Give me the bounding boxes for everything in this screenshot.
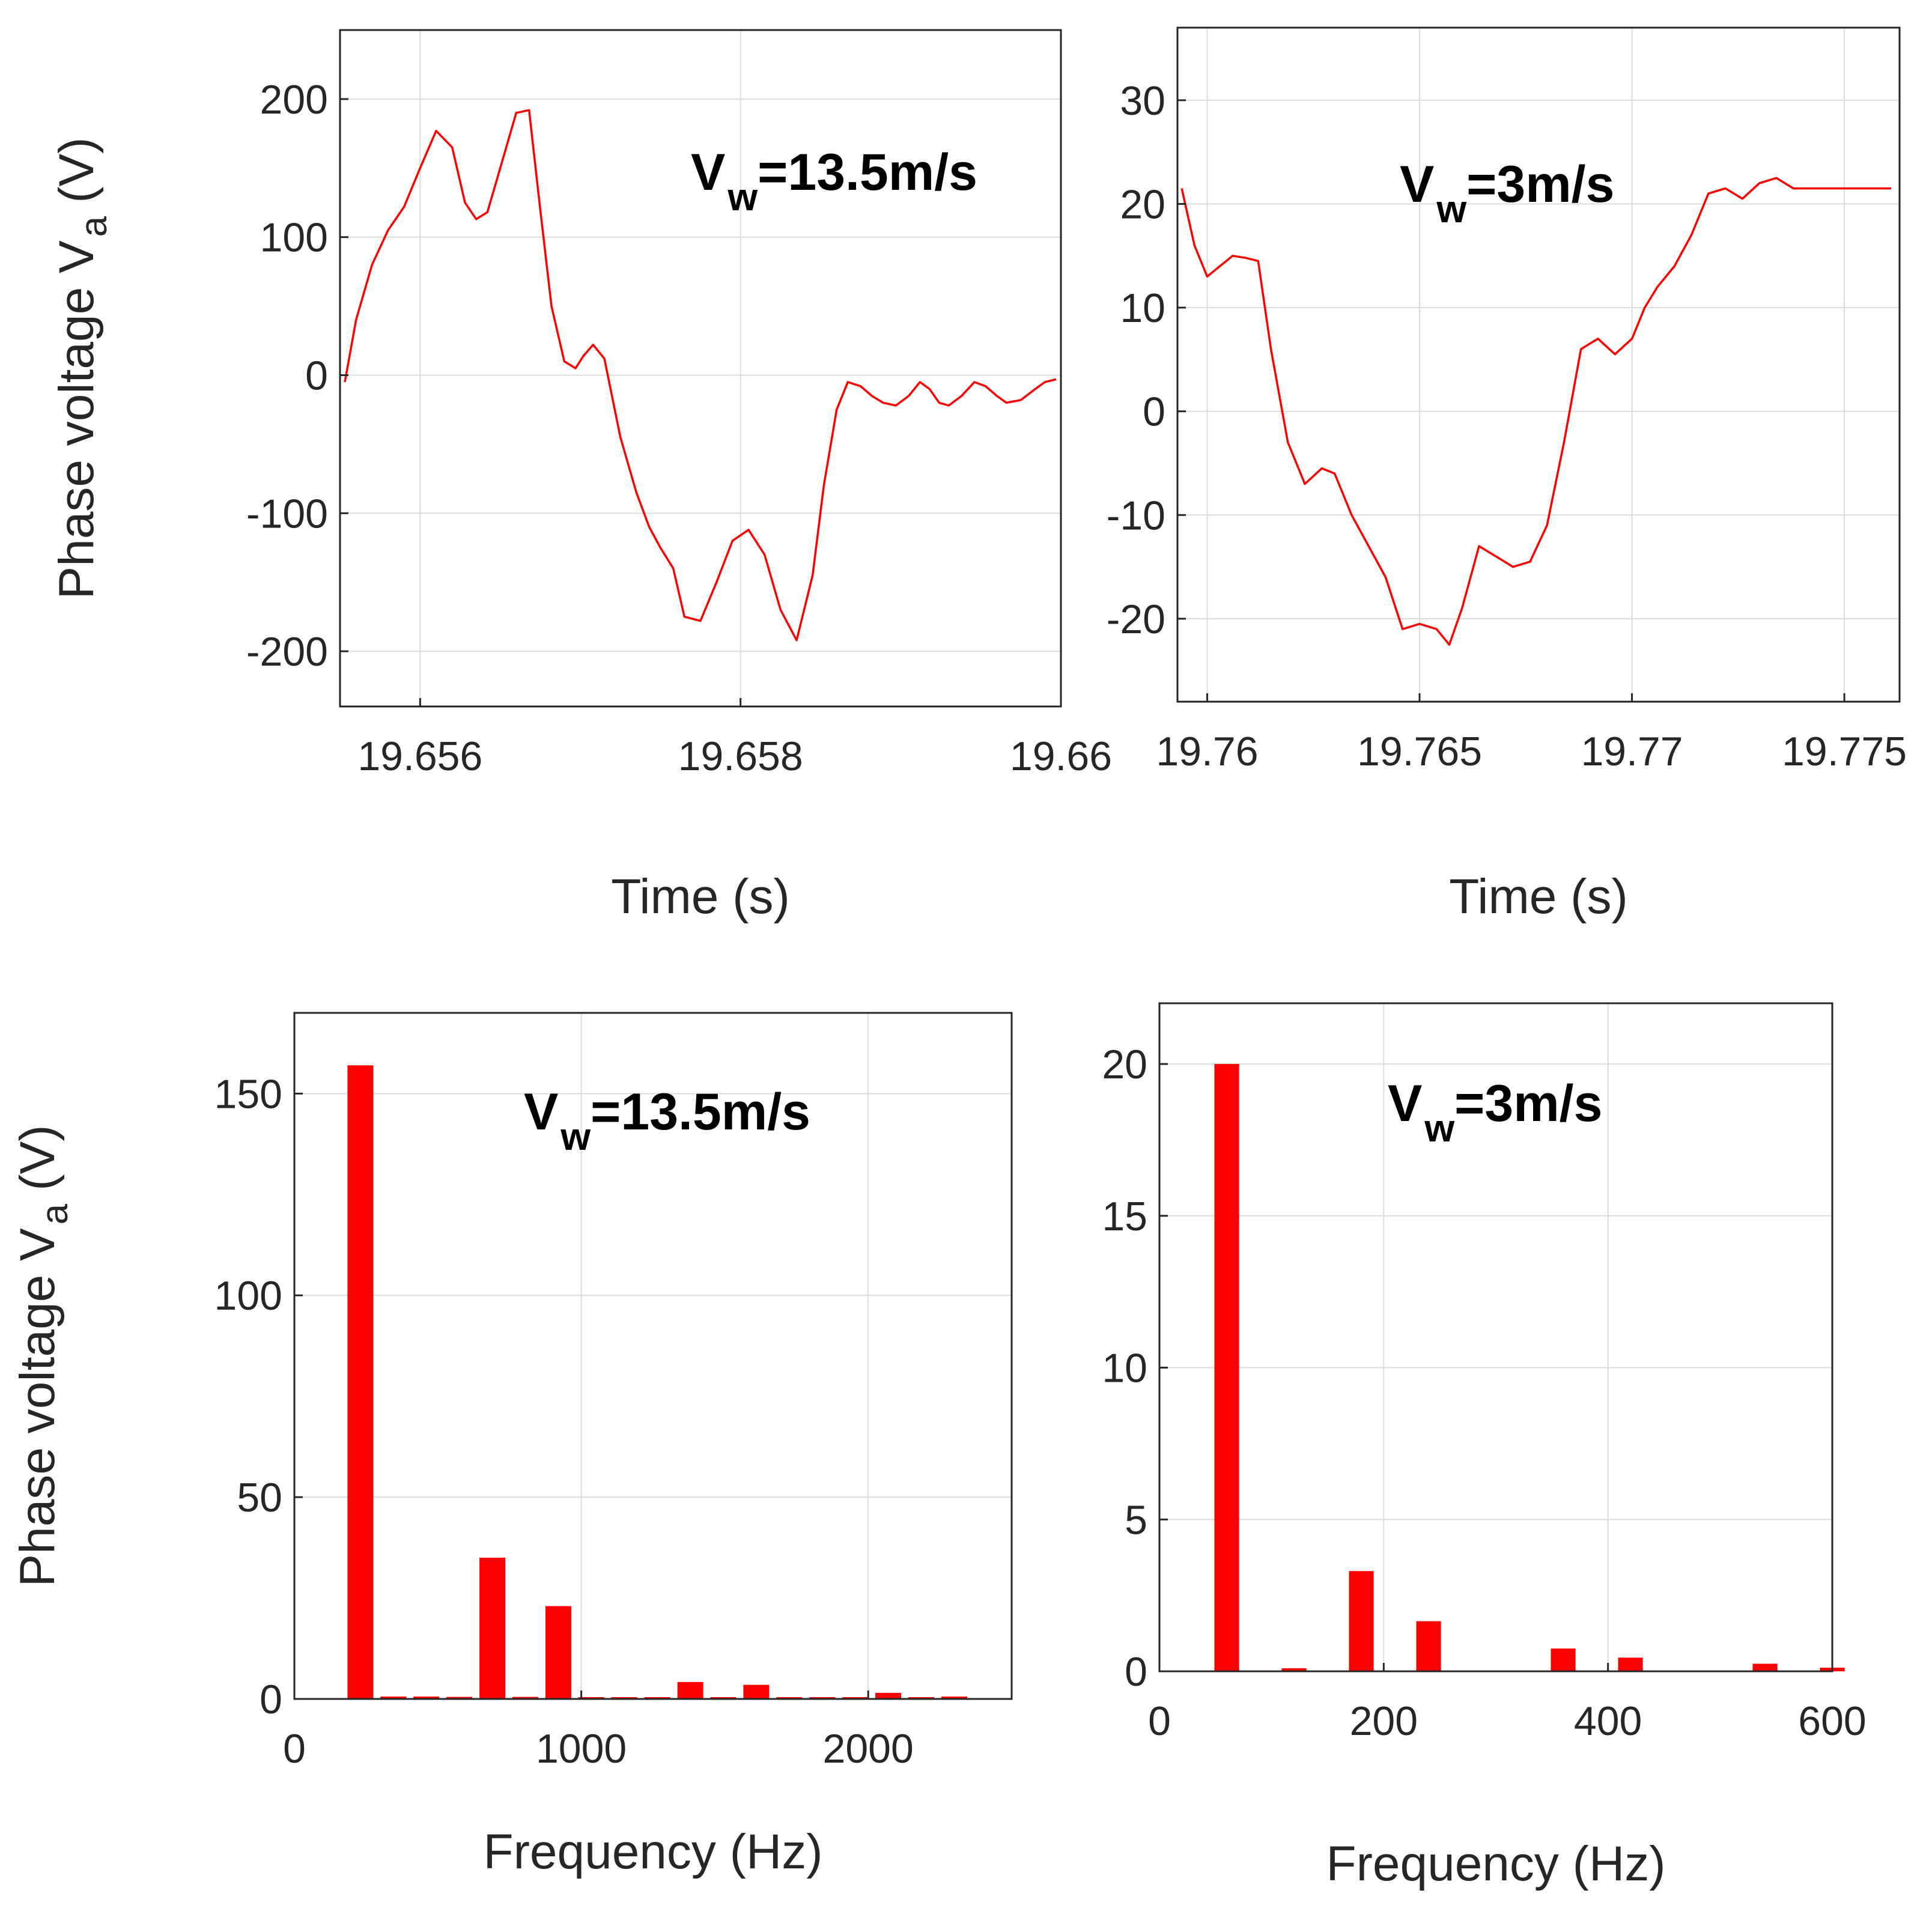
bar <box>380 1697 407 1699</box>
spectrum-plot-high-wind: 0 1000 2000 0 50 100 150 Frequency (Hz) Phase vo… <box>10 1012 1013 1879</box>
x-tick-label: 400 <box>1574 1698 1642 1744</box>
y-tick-label: 15 <box>1102 1194 1147 1239</box>
y-tick-label: -100 <box>246 491 328 536</box>
axes-frame <box>1158 1002 1833 1673</box>
annotation-wind-speed: Vw=3m/s <box>1400 156 1614 231</box>
axes-frame <box>293 1012 1013 1700</box>
x-tick-label: 19.775 <box>1782 729 1907 774</box>
bar <box>1281 1668 1307 1671</box>
bar <box>1214 1064 1239 1671</box>
bar <box>1551 1648 1576 1671</box>
annotation-wind-speed: Vw=3m/s <box>1388 1075 1602 1150</box>
y-tick-label: 20 <box>1102 1042 1147 1087</box>
y-tick-label: 0 <box>260 1677 282 1722</box>
bar <box>545 1606 571 1699</box>
bar <box>1618 1657 1643 1671</box>
plot-area: 19.76 19.765 19.77 19.775 -20 -10 0 10 20 30 Time … <box>1107 26 1907 924</box>
y-tick-label: 5 <box>1125 1497 1147 1543</box>
time-plot-low-wind: 19.76 19.765 19.77 19.775 -20 -10 0 10 20 30 Time … <box>1107 26 1907 924</box>
bar <box>941 1697 967 1699</box>
bar <box>1752 1663 1778 1671</box>
x-axis-label: Frequency (Hz) <box>1326 1837 1665 1891</box>
bar <box>512 1697 538 1699</box>
y-tick-label: 0 <box>1125 1649 1147 1695</box>
y-axis-label: Phase voltage Va(V) <box>10 1125 76 1587</box>
y-tick-label: 10 <box>1120 285 1165 331</box>
y-tick-label: 150 <box>214 1071 282 1117</box>
bar <box>1349 1571 1374 1671</box>
y-tick-label: 50 <box>237 1475 282 1521</box>
axes-frame <box>339 29 1062 708</box>
bar <box>413 1697 440 1699</box>
y-tick-label: 100 <box>214 1273 282 1319</box>
x-axis-label: Time (s) <box>611 869 790 924</box>
y-tick-label: 0 <box>1143 389 1165 435</box>
y-tick-label: -20 <box>1107 597 1165 642</box>
x-tick-label: 600 <box>1798 1698 1866 1744</box>
axes-frame <box>1176 26 1901 703</box>
x-tick-label: 1000 <box>536 1726 627 1772</box>
bar <box>677 1682 703 1699</box>
series-line <box>344 109 1057 642</box>
annotation-wind-speed: Vw=13.5m/s <box>691 144 977 219</box>
x-tick-label: 19.656 <box>357 734 482 779</box>
x-tick-label: 200 <box>1350 1698 1418 1744</box>
y-tick-label: -200 <box>246 629 328 675</box>
y-tick-label: 200 <box>260 77 328 123</box>
annotation-wind-speed: Vw=13.5m/s <box>524 1083 810 1158</box>
bar <box>446 1697 473 1699</box>
bar <box>1416 1621 1441 1671</box>
spectrum-plot-low-wind: 0 200 400 600 0 5 10 15 20 Frequency (Hz) Vw=3m/s <box>1102 1002 1867 1891</box>
plot-area: 0 200 400 600 0 5 10 15 20 Frequency (Hz) <box>1102 1002 1867 1891</box>
plot-area: 19.656 19.658 19.66 -200 -100 0 100 200 Time (s)… <box>49 29 1112 924</box>
y-tick-label: 10 <box>1102 1346 1147 1391</box>
x-tick-label: 19.76 <box>1156 729 1258 774</box>
x-tick-label: 19.658 <box>678 734 803 779</box>
bar <box>347 1065 374 1699</box>
x-axis-label: Time (s) <box>1449 869 1628 924</box>
y-axis-label: Phase voltage Va(V) <box>49 138 115 600</box>
y-tick-label: 100 <box>260 215 328 261</box>
y-tick-label: 30 <box>1120 78 1165 124</box>
bar <box>743 1685 770 1699</box>
plot-area: 0 1000 2000 0 50 100 150 Frequency (Hz) Phase vo… <box>10 1012 1013 1879</box>
x-tick-label: 19.66 <box>1010 734 1112 779</box>
x-tick-label: 19.77 <box>1581 729 1683 774</box>
x-tick-label: 0 <box>1148 1698 1171 1744</box>
bar <box>479 1557 506 1699</box>
y-tick-label: 20 <box>1120 181 1165 227</box>
x-tick-label: 19.765 <box>1357 729 1482 774</box>
y-tick-label: -10 <box>1107 493 1165 538</box>
x-tick-label: 0 <box>283 1726 306 1772</box>
time-plot-high-wind: 19.656 19.658 19.66 -200 -100 0 100 200 Time (s)… <box>49 29 1112 924</box>
series-line <box>1180 177 1891 646</box>
y-tick-label: 0 <box>305 353 328 398</box>
bar <box>875 1692 902 1699</box>
x-axis-label: Frequency (Hz) <box>483 1824 822 1879</box>
x-tick-label: 2000 <box>823 1726 914 1772</box>
